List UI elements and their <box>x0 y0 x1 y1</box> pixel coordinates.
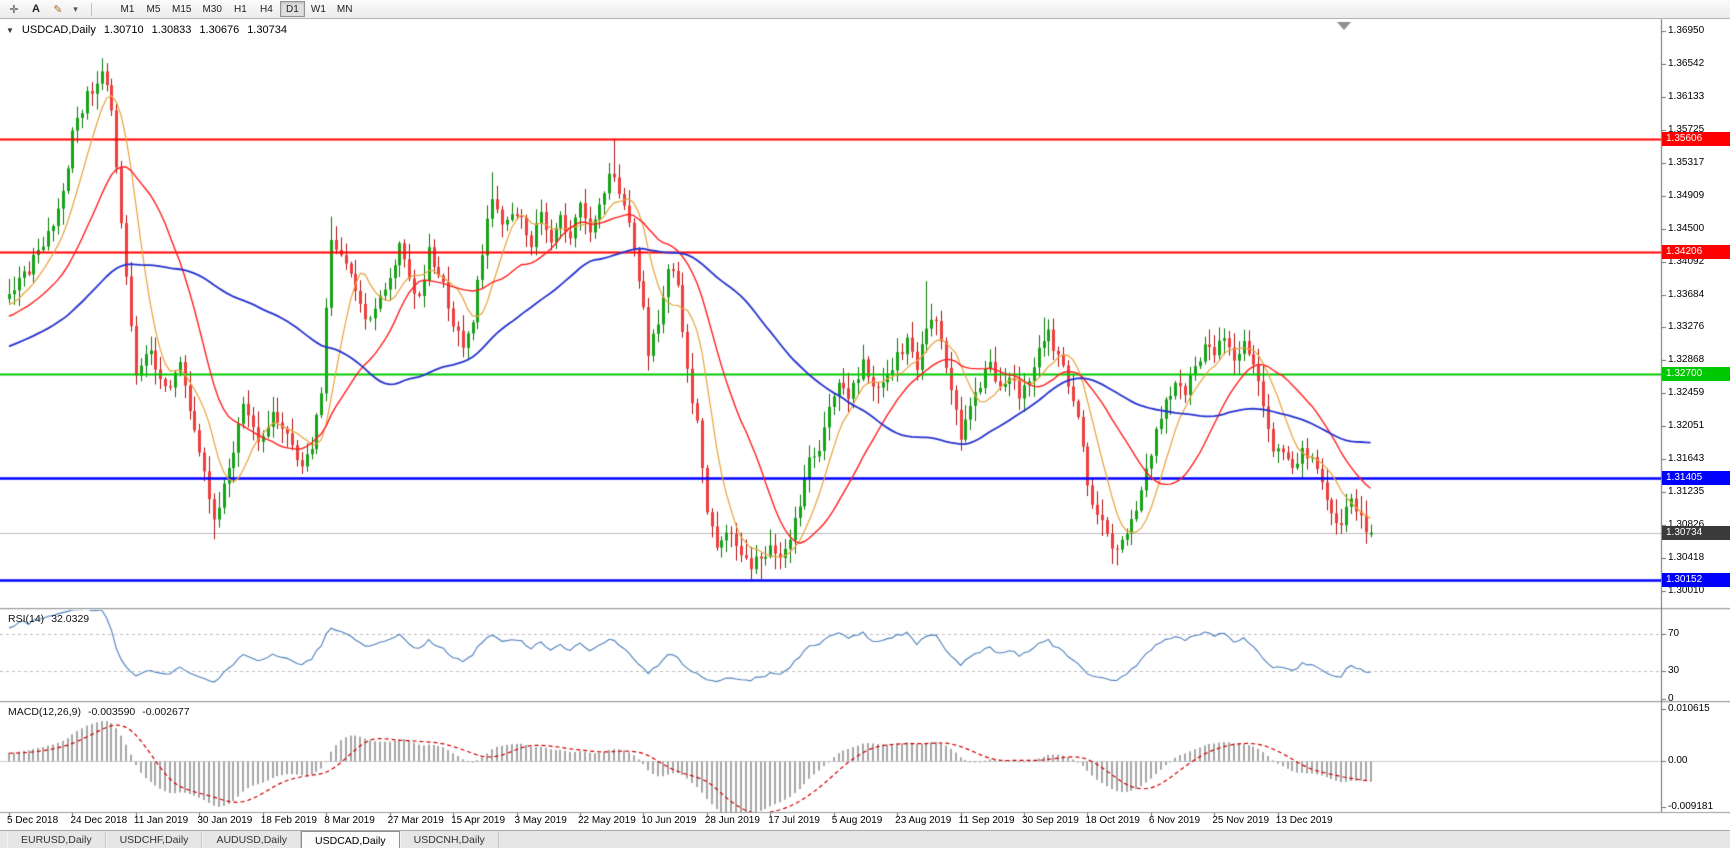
price-axis-tick: 1.32459 <box>1668 387 1705 399</box>
price-axis-tick: 1.32051 <box>1668 420 1705 432</box>
price-axis-tick: 1.35725 <box>1668 123 1705 135</box>
ohlc-close: 1.30734 <box>247 24 287 36</box>
time-axis-label: 27 Mar 2019 <box>387 815 444 826</box>
price-level-badge: 1.35606 <box>1662 132 1730 147</box>
chart-tab-usdcnh[interactable]: USDCNH,Daily <box>399 831 499 848</box>
price-level-badge: 1.32700 <box>1662 366 1730 381</box>
macd-main-value: -0.003590 <box>87 706 136 718</box>
ohlc-high: 1.30833 <box>151 24 192 36</box>
period-button-m1[interactable]: M1 <box>115 1 140 17</box>
period-button-h1[interactable]: H1 <box>228 1 253 17</box>
macd-name: MACD(12,26,9) <box>8 706 81 718</box>
macd-panel[interactable] <box>0 703 1661 812</box>
chart-tab-eurusd[interactable]: EURUSD,Daily <box>7 831 106 848</box>
price-axis-tick: 1.36133 <box>1668 90 1705 102</box>
line-studies-toolbar: ✛ A ✎ ▾ <box>3 1 82 17</box>
rsi-panel[interactable] <box>0 610 1661 701</box>
price-axis-tick: 1.34500 <box>1668 222 1705 234</box>
arrow-objects-dropdown[interactable]: ▾ <box>69 1 82 17</box>
chart-tab-audusd[interactable]: AUDUSD,Daily <box>202 831 302 848</box>
period-button-d1[interactable]: D1 <box>279 1 305 17</box>
time-axis-label: 3 May 2019 <box>514 815 567 826</box>
time-axis-label: 24 Dec 2018 <box>70 815 128 826</box>
time-axis-label: 18 Feb 2019 <box>260 815 317 826</box>
time-axis-label: 23 Aug 2019 <box>895 815 952 826</box>
period-button-m15[interactable]: M15 <box>167 1 196 17</box>
time-axis-label: 15 Apr 2019 <box>451 815 506 826</box>
period-button-h4[interactable]: H4 <box>254 1 279 17</box>
toolbar-separator <box>91 2 92 16</box>
chart-tab-usdchf[interactable]: USDCHF,Daily <box>105 831 203 848</box>
ohlc-open: 1.30710 <box>103 24 144 36</box>
time-axis-label: 8 Mar 2019 <box>324 815 375 826</box>
toolbar: ✛ A ✎ ▾ M1 M5 M15 M30 H1 H4 D1 W1 MN <box>0 0 1730 19</box>
price-axis-tick: 1.30010 <box>1668 585 1705 596</box>
time-axis-label: 18 Oct 2019 <box>1085 815 1140 826</box>
periods-toolbar: M1 M5 M15 M30 H1 H4 D1 W1 MN <box>115 1 357 17</box>
macd-scale-label: 0.010615 <box>1668 703 1710 714</box>
price-axis-tick: 1.33684 <box>1668 288 1705 300</box>
rsi-value: 32.0329 <box>51 613 90 625</box>
price-axis-tick: 1.31235 <box>1668 486 1705 498</box>
price-axis-tick: 1.36542 <box>1668 57 1705 69</box>
price-level-badge: 1.30152 <box>1662 572 1730 587</box>
time-axis-label: 30 Sep 2019 <box>1022 815 1079 826</box>
macd-scale-label: -0.009181 <box>1668 801 1714 812</box>
price-level-badge: 1.31405 <box>1662 471 1730 486</box>
period-button-m5[interactable]: M5 <box>141 1 166 17</box>
price-axis-tick: 1.32868 <box>1668 354 1705 366</box>
crosshair-tool[interactable]: ✛ <box>3 1 25 17</box>
chart-tab-bar: EURUSD,Daily USDCHF,Daily AUDUSD,Daily USDC… <box>0 830 1730 848</box>
time-axis-label: 25 Nov 2019 <box>1212 815 1270 826</box>
text-tool[interactable]: A <box>25 1 47 17</box>
symbol-name: USDCAD,Daily <box>21 24 96 36</box>
time-axis-label: 28 Jun 2019 <box>704 815 760 826</box>
time-axis-label: 5 Dec 2018 <box>7 815 59 826</box>
chart-title: ▼ USDCAD,Daily 1.30710 1.30833 1.30676 1… <box>6 24 287 36</box>
rsi-scale-label: 30 <box>1668 665 1680 677</box>
price-axis-tick: 1.34092 <box>1668 255 1705 267</box>
macd-signal-value: -0.002677 <box>142 706 190 718</box>
ohlc-low: 1.30676 <box>199 24 240 36</box>
arrow-objects-tool[interactable]: ✎ <box>47 1 69 17</box>
price-axis-tick: 1.36950 <box>1668 25 1705 36</box>
price-axis-tick: 1.35317 <box>1668 156 1705 168</box>
price-axis-tick: 1.30826 <box>1668 519 1728 531</box>
price-axis-tick: 1.34909 <box>1668 189 1705 201</box>
chart-tab-usdcad[interactable]: USDCAD,Daily <box>301 831 400 848</box>
main-chart-panel[interactable] <box>0 0 1661 588</box>
chart-menu-arrow-icon[interactable]: ▼ <box>6 25 14 35</box>
rsi-label: RSI(14) 32.0329 <box>8 613 89 625</box>
time-axis-label: 5 Aug 2019 <box>831 815 883 826</box>
macd-label: MACD(12,26,9) -0.003590 -0.002677 <box>8 706 190 718</box>
price-axis-tick: 1.31643 <box>1668 453 1705 465</box>
period-button-w1[interactable]: W1 <box>306 1 331 17</box>
price-axis-tick: 1.30418 <box>1668 552 1705 564</box>
time-axis-label: 13 Dec 2019 <box>1275 815 1333 826</box>
period-button-m30[interactable]: M30 <box>197 1 226 17</box>
time-axis-label: 10 Jun 2019 <box>641 815 697 826</box>
period-button-mn[interactable]: MN <box>332 1 358 17</box>
time-axis-label: 11 Sep 2019 <box>958 815 1015 826</box>
time-axis-label: 11 Jan 2019 <box>133 815 189 826</box>
current-price-badge: 1.30734 <box>1662 525 1730 540</box>
price-axis-tick: 1.33276 <box>1668 321 1705 333</box>
time-axis-label: 17 Jul 2019 <box>768 815 820 826</box>
rsi-scale-label: 70 <box>1668 627 1680 639</box>
time-axis-label: 22 May 2019 <box>577 815 636 826</box>
rsi-scale-label: 0 <box>1668 693 1674 704</box>
price-level-badge: 1.34206 <box>1662 245 1730 260</box>
macd-scale-label: 0.00 <box>1668 755 1688 767</box>
time-axis-label: 30 Jan 2019 <box>197 815 253 826</box>
time-axis-label: 6 Nov 2019 <box>1148 815 1201 826</box>
rsi-name: RSI(14) <box>8 613 45 625</box>
